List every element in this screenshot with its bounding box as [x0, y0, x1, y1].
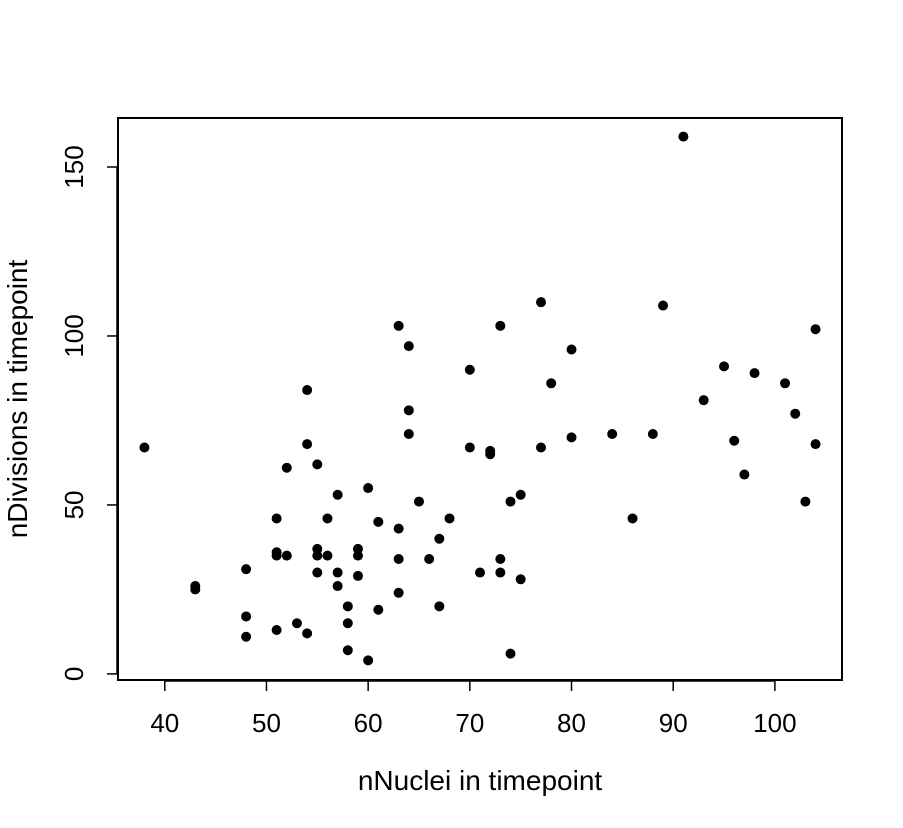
data-points	[139, 131, 821, 666]
data-point	[658, 300, 669, 311]
data-point	[729, 435, 740, 446]
data-point	[373, 516, 384, 527]
data-point	[444, 513, 455, 524]
data-point	[536, 297, 547, 308]
data-point	[434, 533, 445, 544]
data-point	[739, 469, 750, 480]
data-point	[515, 489, 526, 500]
y-tick-label: 0	[59, 667, 89, 681]
x-tick-label: 90	[659, 708, 688, 738]
data-point	[790, 408, 801, 419]
y-tick-label: 50	[59, 490, 89, 519]
data-point	[342, 601, 353, 612]
data-point	[312, 567, 323, 578]
data-point	[698, 395, 709, 406]
data-point	[403, 428, 414, 439]
data-point	[352, 550, 363, 561]
data-point	[342, 618, 353, 629]
data-point	[780, 378, 791, 389]
data-point	[271, 550, 282, 561]
data-point	[322, 550, 333, 561]
data-point	[536, 442, 547, 453]
data-point	[434, 601, 445, 612]
data-point	[749, 368, 760, 379]
data-point	[241, 611, 252, 622]
data-point	[281, 462, 292, 473]
data-point	[485, 449, 496, 460]
data-point	[464, 364, 475, 375]
data-point	[332, 581, 343, 592]
data-point	[566, 432, 577, 443]
data-point	[393, 554, 404, 565]
data-point	[607, 428, 618, 439]
data-point	[647, 428, 658, 439]
data-point	[495, 554, 506, 565]
data-point	[495, 320, 506, 331]
x-axis: 40 50 60 70 80 90 100	[150, 680, 797, 738]
x-tick-label: 40	[150, 708, 179, 738]
data-point	[546, 378, 557, 389]
data-point	[241, 564, 252, 575]
data-point	[678, 131, 689, 142]
data-point	[719, 361, 730, 372]
data-point	[403, 341, 414, 352]
data-point	[505, 648, 516, 659]
data-point	[241, 631, 252, 642]
data-point	[332, 567, 343, 578]
x-tick-label: 100	[753, 708, 796, 738]
data-point	[810, 439, 821, 450]
data-point	[302, 628, 313, 639]
data-point	[464, 442, 475, 453]
data-point	[302, 385, 313, 396]
data-point	[566, 344, 577, 355]
y-axis: 0 50 100 150	[59, 145, 118, 681]
y-axis-title: nDivisions in timepoint	[2, 260, 33, 539]
x-tick-label: 80	[557, 708, 586, 738]
data-point	[302, 439, 313, 450]
data-point	[393, 523, 404, 534]
data-point	[139, 442, 150, 453]
y-tick-label: 150	[59, 145, 89, 188]
data-point	[413, 496, 424, 507]
x-tick-label: 60	[354, 708, 383, 738]
data-point	[363, 483, 374, 494]
data-point	[393, 320, 404, 331]
x-tick-label: 50	[252, 708, 281, 738]
data-point	[475, 567, 485, 578]
data-point	[373, 604, 384, 615]
data-point	[800, 496, 811, 507]
data-point	[424, 554, 435, 565]
data-point	[322, 513, 333, 524]
y-tick-label: 100	[59, 314, 89, 357]
data-point	[363, 655, 374, 666]
data-point	[393, 587, 404, 598]
x-axis-title: nNuclei in timepoint	[358, 765, 603, 796]
data-point	[190, 584, 201, 595]
data-point	[495, 567, 506, 578]
data-point	[515, 574, 526, 585]
data-point	[271, 624, 282, 635]
data-point	[281, 550, 292, 561]
x-tick-label: 70	[455, 708, 484, 738]
data-point	[271, 513, 282, 524]
data-point	[291, 618, 302, 629]
data-point	[342, 645, 353, 656]
data-point	[312, 550, 323, 561]
data-point	[403, 405, 414, 416]
data-point	[332, 489, 343, 500]
data-point	[810, 324, 821, 335]
plot-frame	[117, 117, 843, 681]
data-point	[505, 496, 516, 507]
data-point	[352, 570, 363, 581]
data-point	[627, 513, 638, 524]
data-point	[312, 459, 323, 470]
